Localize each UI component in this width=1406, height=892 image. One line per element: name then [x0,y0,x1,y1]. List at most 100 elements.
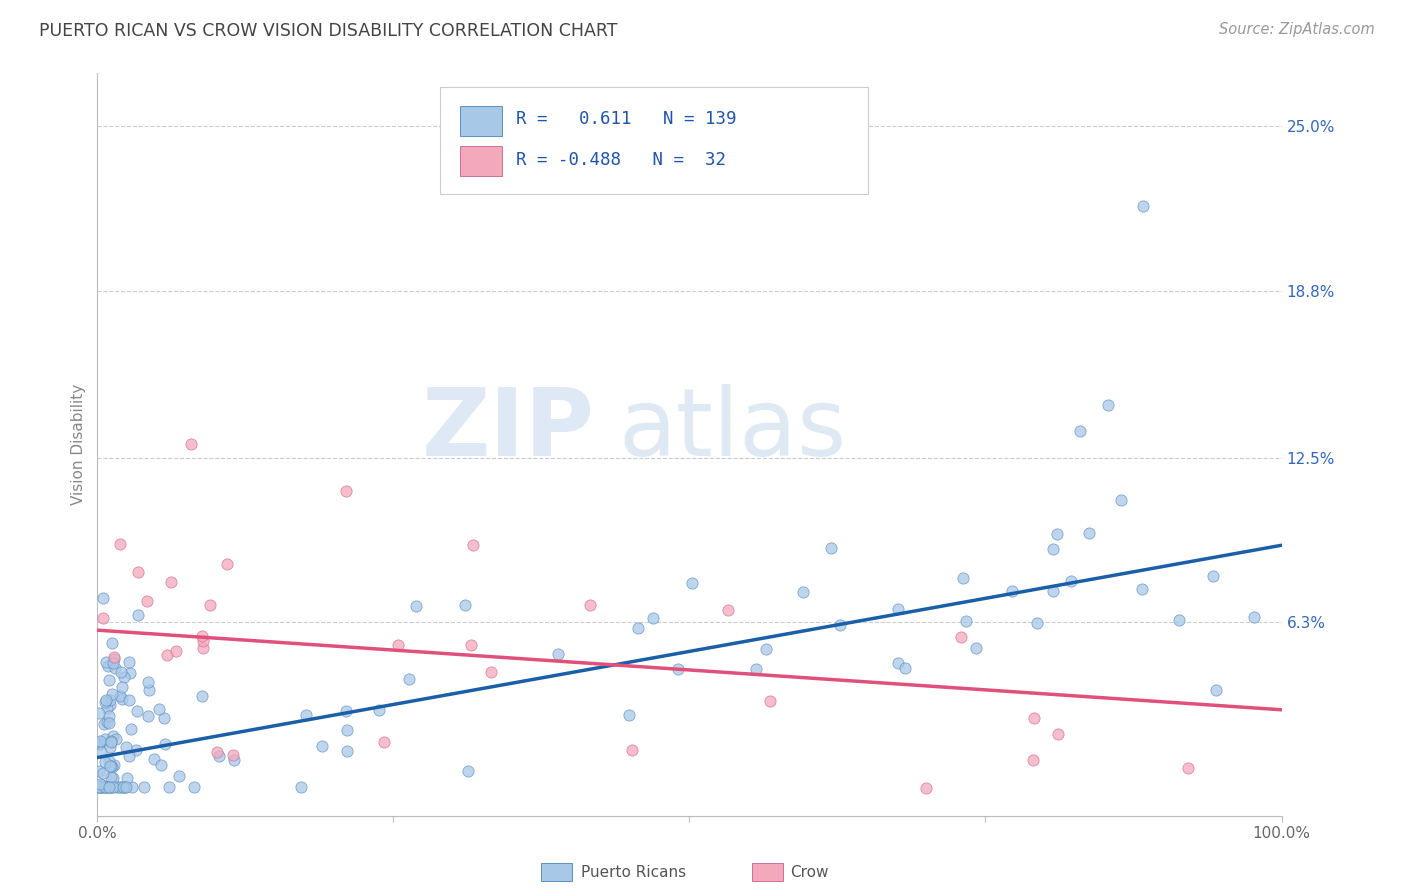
Point [138,675,160,690]
Point [111,780,134,794]
Point [93,716,115,731]
Point [94,693,117,707]
Point [101,636,124,650]
Text: Crow: Crow [790,865,828,880]
Point [103,758,125,772]
Point [98,780,121,794]
Point [224,753,246,767]
Point [98,709,121,723]
Point [1109,493,1132,508]
Point [681,576,703,591]
Point [110,692,132,706]
Point [643,611,665,625]
Point [1046,527,1069,541]
Point [290,780,312,794]
Point [103,649,125,664]
Point [1130,582,1153,597]
Point [125,743,148,757]
Point [666,662,689,676]
Point [96,655,118,669]
Point [1042,541,1064,556]
Point [886,656,908,670]
Point [108,690,131,704]
Point [112,780,135,794]
Point [115,739,138,754]
Point [87,780,110,794]
Point [965,640,987,655]
Point [887,601,910,615]
Point [191,629,214,643]
Point [110,537,132,551]
Point [398,672,420,686]
Point [110,780,132,794]
Point [463,538,485,552]
Point [153,738,176,752]
Point [115,771,138,785]
Point [105,780,128,794]
Point [460,638,482,652]
Point [91,611,114,625]
Point [621,742,644,756]
Point [117,655,139,669]
Point [97,716,120,731]
Point [180,437,202,451]
Point [98,758,121,772]
Point [120,722,142,736]
Point [90,778,112,792]
Point [1025,616,1047,631]
Point [132,780,155,794]
Point [1177,761,1199,775]
Point [118,693,141,707]
Point [101,657,124,671]
Point [101,760,124,774]
Point [627,621,650,635]
Point [955,614,977,628]
Point [114,780,136,794]
Point [1243,610,1265,624]
Point [103,730,125,744]
Point [100,759,122,773]
Point [136,709,159,723]
Point [222,747,245,762]
Point [1042,584,1064,599]
Point [191,634,214,648]
Point [104,661,127,675]
Point [94,755,117,769]
Point [89,780,111,794]
Point [1077,526,1099,541]
Point [100,735,122,749]
Point [101,771,124,785]
Point [105,732,128,747]
Point [138,683,160,698]
Point [183,780,205,794]
Point [191,641,214,656]
Point [373,734,395,748]
Point [103,652,125,666]
Point [387,638,409,652]
Point [96,715,118,730]
Point [311,739,333,753]
Point [97,659,120,673]
Point [91,765,114,780]
Point [335,704,357,718]
Point [1001,583,1024,598]
Point [90,745,112,759]
Point [115,780,138,794]
Point [454,598,477,612]
Point [830,618,852,632]
Point [93,731,115,746]
Point [96,780,118,794]
Text: PUERTO RICAN VS CROW VISION DISABILITY CORRELATION CHART: PUERTO RICAN VS CROW VISION DISABILITY C… [39,22,617,40]
Point [87,764,110,778]
Point [97,754,120,768]
Point [91,780,114,794]
Point [745,662,768,676]
Point [107,780,129,794]
Point [100,770,122,784]
Point [94,780,117,794]
Point [98,698,121,712]
Point [167,769,190,783]
Point [100,734,122,748]
Point [91,591,114,606]
Point [335,484,357,499]
